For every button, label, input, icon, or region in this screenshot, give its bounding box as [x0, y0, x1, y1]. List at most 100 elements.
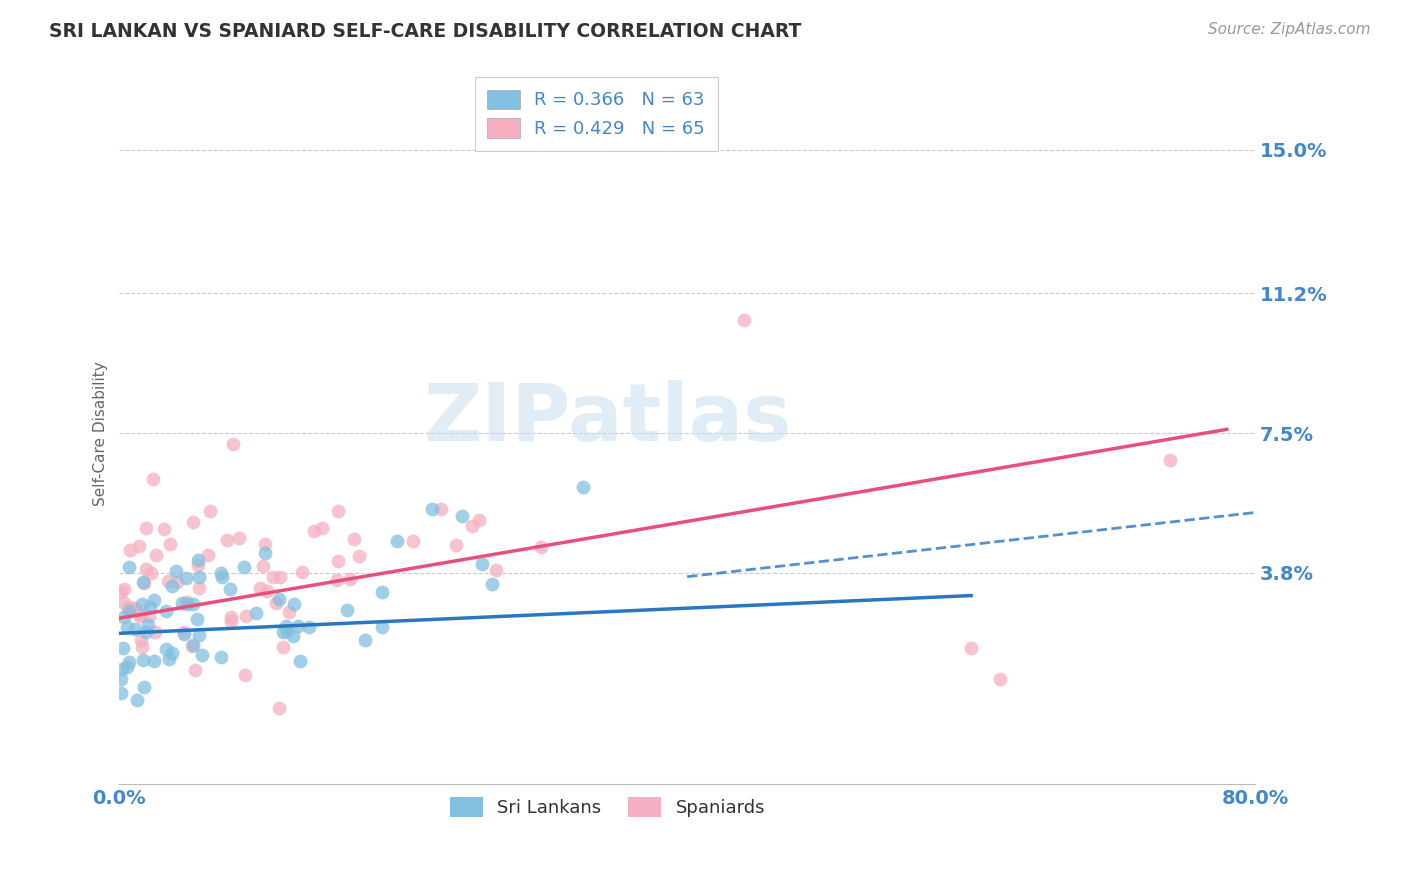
Point	[271, 640, 294, 655]
Point	[264, 596, 287, 610]
Point	[181, 638, 204, 652]
Point	[481, 576, 503, 591]
Point	[128, 539, 150, 553]
Point	[269, 592, 291, 607]
Point	[288, 655, 311, 669]
Point	[269, 570, 291, 584]
Point	[145, 548, 167, 562]
Point	[117, 620, 139, 634]
Point	[129, 608, 152, 623]
Point	[281, 629, 304, 643]
Point	[181, 515, 204, 529]
Point	[1159, 452, 1181, 467]
Point	[132, 575, 155, 590]
Point	[297, 620, 319, 634]
Point	[371, 620, 394, 634]
Point	[112, 609, 135, 624]
Point	[387, 534, 409, 549]
Point	[129, 632, 152, 647]
Point	[209, 566, 232, 581]
Point	[283, 597, 305, 611]
Point	[572, 480, 595, 494]
Point	[209, 649, 232, 664]
Point	[339, 572, 361, 586]
Point	[215, 533, 238, 547]
Point	[135, 521, 157, 535]
Y-axis label: Self-Care Disability: Self-Care Disability	[93, 360, 108, 506]
Point	[235, 609, 257, 624]
Point	[430, 502, 453, 516]
Point	[211, 570, 233, 584]
Point	[115, 660, 138, 674]
Text: Source: ZipAtlas.com: Source: ZipAtlas.com	[1208, 22, 1371, 37]
Point	[110, 672, 132, 686]
Point	[184, 663, 207, 677]
Point	[159, 537, 181, 551]
Point	[233, 560, 256, 574]
Point	[112, 596, 135, 610]
Point	[135, 624, 157, 639]
Point	[256, 583, 278, 598]
Point	[468, 513, 491, 527]
Point	[181, 639, 204, 653]
Point	[127, 692, 149, 706]
Point	[157, 652, 180, 666]
Point	[530, 540, 553, 554]
Point	[353, 632, 375, 647]
Point	[277, 605, 299, 619]
Point	[485, 563, 508, 577]
Point	[302, 524, 325, 538]
Point	[187, 553, 209, 567]
Point	[187, 558, 209, 572]
Text: SRI LANKAN VS SPANIARD SELF-CARE DISABILITY CORRELATION CHART: SRI LANKAN VS SPANIARD SELF-CARE DISABIL…	[49, 22, 801, 41]
Point	[461, 519, 484, 533]
Point	[326, 554, 349, 568]
Point	[402, 534, 425, 549]
Point	[118, 655, 141, 669]
Point	[245, 606, 267, 620]
Point	[287, 618, 309, 632]
Point	[371, 585, 394, 599]
Point	[112, 641, 135, 656]
Point	[120, 542, 142, 557]
Point	[181, 597, 204, 611]
Point	[118, 560, 141, 574]
Point	[188, 569, 211, 583]
Point	[311, 521, 333, 535]
Point	[219, 614, 242, 628]
Point	[117, 600, 139, 615]
Point	[349, 549, 371, 564]
Point	[186, 612, 208, 626]
Point	[274, 619, 297, 633]
Point	[249, 581, 271, 595]
Legend: Sri Lankans, Spaniards: Sri Lankans, Spaniards	[443, 790, 772, 824]
Point	[111, 662, 134, 676]
Point	[252, 559, 274, 574]
Point	[118, 604, 141, 618]
Point	[176, 597, 198, 611]
Point	[471, 557, 494, 571]
Point	[267, 700, 290, 714]
Point	[219, 609, 242, 624]
Point	[173, 625, 195, 640]
Point	[155, 641, 177, 656]
Point	[129, 609, 152, 624]
Point	[343, 532, 366, 546]
Point	[733, 313, 755, 327]
Point	[152, 522, 174, 536]
Text: ZIPatlas: ZIPatlas	[423, 380, 792, 458]
Point	[166, 574, 188, 589]
Point	[170, 596, 193, 610]
Point	[110, 686, 132, 700]
Point	[222, 437, 245, 451]
Point	[132, 653, 155, 667]
Point	[276, 624, 298, 639]
Point	[176, 595, 198, 609]
Point	[131, 597, 153, 611]
Point	[200, 504, 222, 518]
Point	[336, 603, 359, 617]
Point	[120, 600, 142, 615]
Point	[160, 579, 183, 593]
Point	[988, 672, 1011, 686]
Point	[173, 627, 195, 641]
